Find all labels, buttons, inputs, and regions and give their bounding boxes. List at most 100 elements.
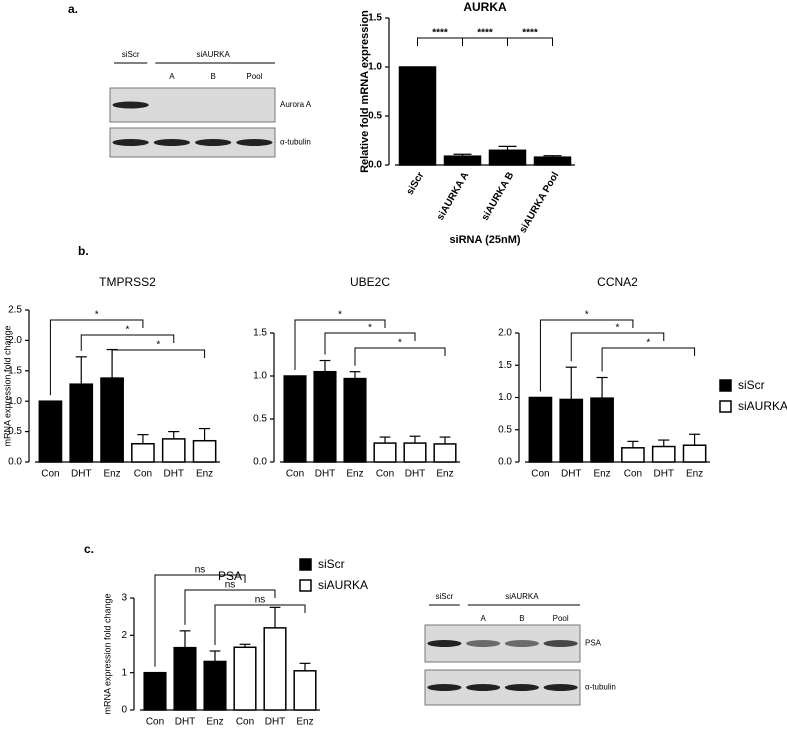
y-tick-label: 0.0	[8, 457, 22, 468]
blot-treatment: siAURKA	[196, 50, 230, 59]
bar	[533, 156, 572, 166]
blot-band	[504, 684, 539, 691]
bar	[590, 397, 614, 463]
x-tick-label: Enz	[686, 469, 703, 480]
significance-bracket	[49, 319, 144, 396]
legend-label: siScr	[318, 557, 345, 571]
significance-bracket	[184, 589, 276, 625]
significance-bracket	[417, 37, 463, 46]
y-tick-label: 0.0	[498, 457, 512, 468]
bar	[203, 660, 227, 711]
x-tick-label: siAURKA Pool	[518, 170, 562, 235]
significance-label: *	[126, 325, 130, 336]
significance-label: ns	[225, 580, 236, 591]
bar	[38, 400, 63, 463]
x-tick-label: Con	[146, 717, 164, 728]
blot-band	[427, 684, 462, 691]
x-tick-label: Con	[531, 469, 549, 480]
y-tick-label: 2.5	[8, 305, 22, 316]
bar	[313, 370, 337, 463]
x-tick-label: Enz	[103, 469, 120, 480]
blot-control: siScr	[435, 592, 453, 601]
blot-band	[504, 640, 539, 647]
bar	[233, 646, 257, 711]
chart-title: AURKA	[463, 0, 507, 14]
bar	[403, 442, 427, 463]
y-tick-label: 1.0	[498, 392, 512, 403]
blot-band	[153, 139, 191, 146]
blot-band	[543, 684, 578, 691]
bar	[100, 377, 124, 463]
legend-swatch	[299, 579, 312, 592]
significance-label: *	[398, 338, 402, 349]
x-tick-label: DHT	[561, 469, 582, 480]
blot-lane: A	[169, 72, 175, 81]
significance-label: ****	[432, 28, 448, 39]
x-tick-label: Enz	[436, 469, 453, 480]
y-tick-label: 0.5	[253, 414, 267, 425]
significance-bracket	[154, 574, 246, 667]
significance-label: *	[95, 310, 99, 321]
x-tick-label: siScr	[405, 170, 427, 197]
bar	[283, 375, 307, 463]
bar	[651, 445, 676, 463]
significance-bracket	[570, 332, 665, 362]
significance-label: ns	[255, 595, 266, 606]
y-tick-label: 2.0	[8, 335, 22, 346]
x-tick-label: siAURKA B	[480, 170, 517, 222]
legend-label: siAURKA	[318, 578, 368, 592]
x-tick-label: DHT	[71, 469, 92, 480]
blot-control: siScr	[122, 50, 140, 59]
blot-band-label: PSA	[585, 639, 602, 648]
y-axis-label: mRNA expression fold change	[102, 593, 112, 714]
bar	[343, 377, 367, 463]
significance-bracket	[601, 347, 696, 372]
y-tick-label: 1	[121, 667, 127, 678]
bar	[433, 443, 457, 463]
significance-label: *	[338, 310, 342, 321]
x-tick-label: DHT	[405, 469, 426, 480]
significance-bracket	[80, 334, 175, 351]
y-tick-label: 1.5	[368, 13, 382, 24]
y-axis-label: mRNA expression fold change	[2, 325, 12, 446]
y-tick-label: 1.0	[368, 62, 382, 73]
significance-bracket	[354, 347, 446, 366]
x-tick-label: Enz	[346, 469, 363, 480]
blot-band	[112, 139, 149, 146]
significance-bracket	[294, 319, 386, 370]
x-tick-label: DHT	[175, 717, 196, 728]
y-tick-label: 0.5	[498, 424, 512, 435]
significance-bracket	[507, 37, 553, 46]
bar	[559, 398, 584, 463]
blot-band	[236, 139, 273, 146]
significance-label: *	[585, 310, 589, 321]
x-tick-label: DHT	[315, 469, 336, 480]
y-axis-label: Relative fold mRNA expression	[359, 10, 371, 173]
bar	[621, 447, 645, 463]
chart-title: TMPRSS2	[99, 275, 156, 289]
legend-swatch	[719, 379, 732, 392]
chart-title: PSA	[218, 569, 242, 583]
bar	[131, 443, 155, 463]
chart-title: UBE2C	[350, 275, 390, 289]
y-tick-label: 1.0	[253, 371, 267, 382]
legend-label: siScr	[738, 378, 765, 392]
y-tick-label: 2	[121, 630, 127, 641]
x-tick-label: Enz	[206, 717, 223, 728]
blot-band	[112, 101, 149, 109]
bar	[488, 149, 527, 166]
blot-lane: Pool	[553, 614, 569, 623]
bar	[263, 627, 287, 711]
significance-bracket	[462, 37, 508, 46]
y-tick-label: 3	[121, 593, 127, 604]
x-tick-label: Con	[41, 469, 59, 480]
bar	[161, 438, 186, 463]
significance-bracket	[214, 604, 306, 646]
legend-swatch	[299, 558, 312, 571]
significance-label: ns	[195, 565, 206, 576]
x-tick-label: DHT	[265, 717, 286, 728]
y-tick-label: 1.5	[253, 328, 267, 339]
bar	[173, 646, 197, 711]
blot-band	[194, 139, 232, 146]
